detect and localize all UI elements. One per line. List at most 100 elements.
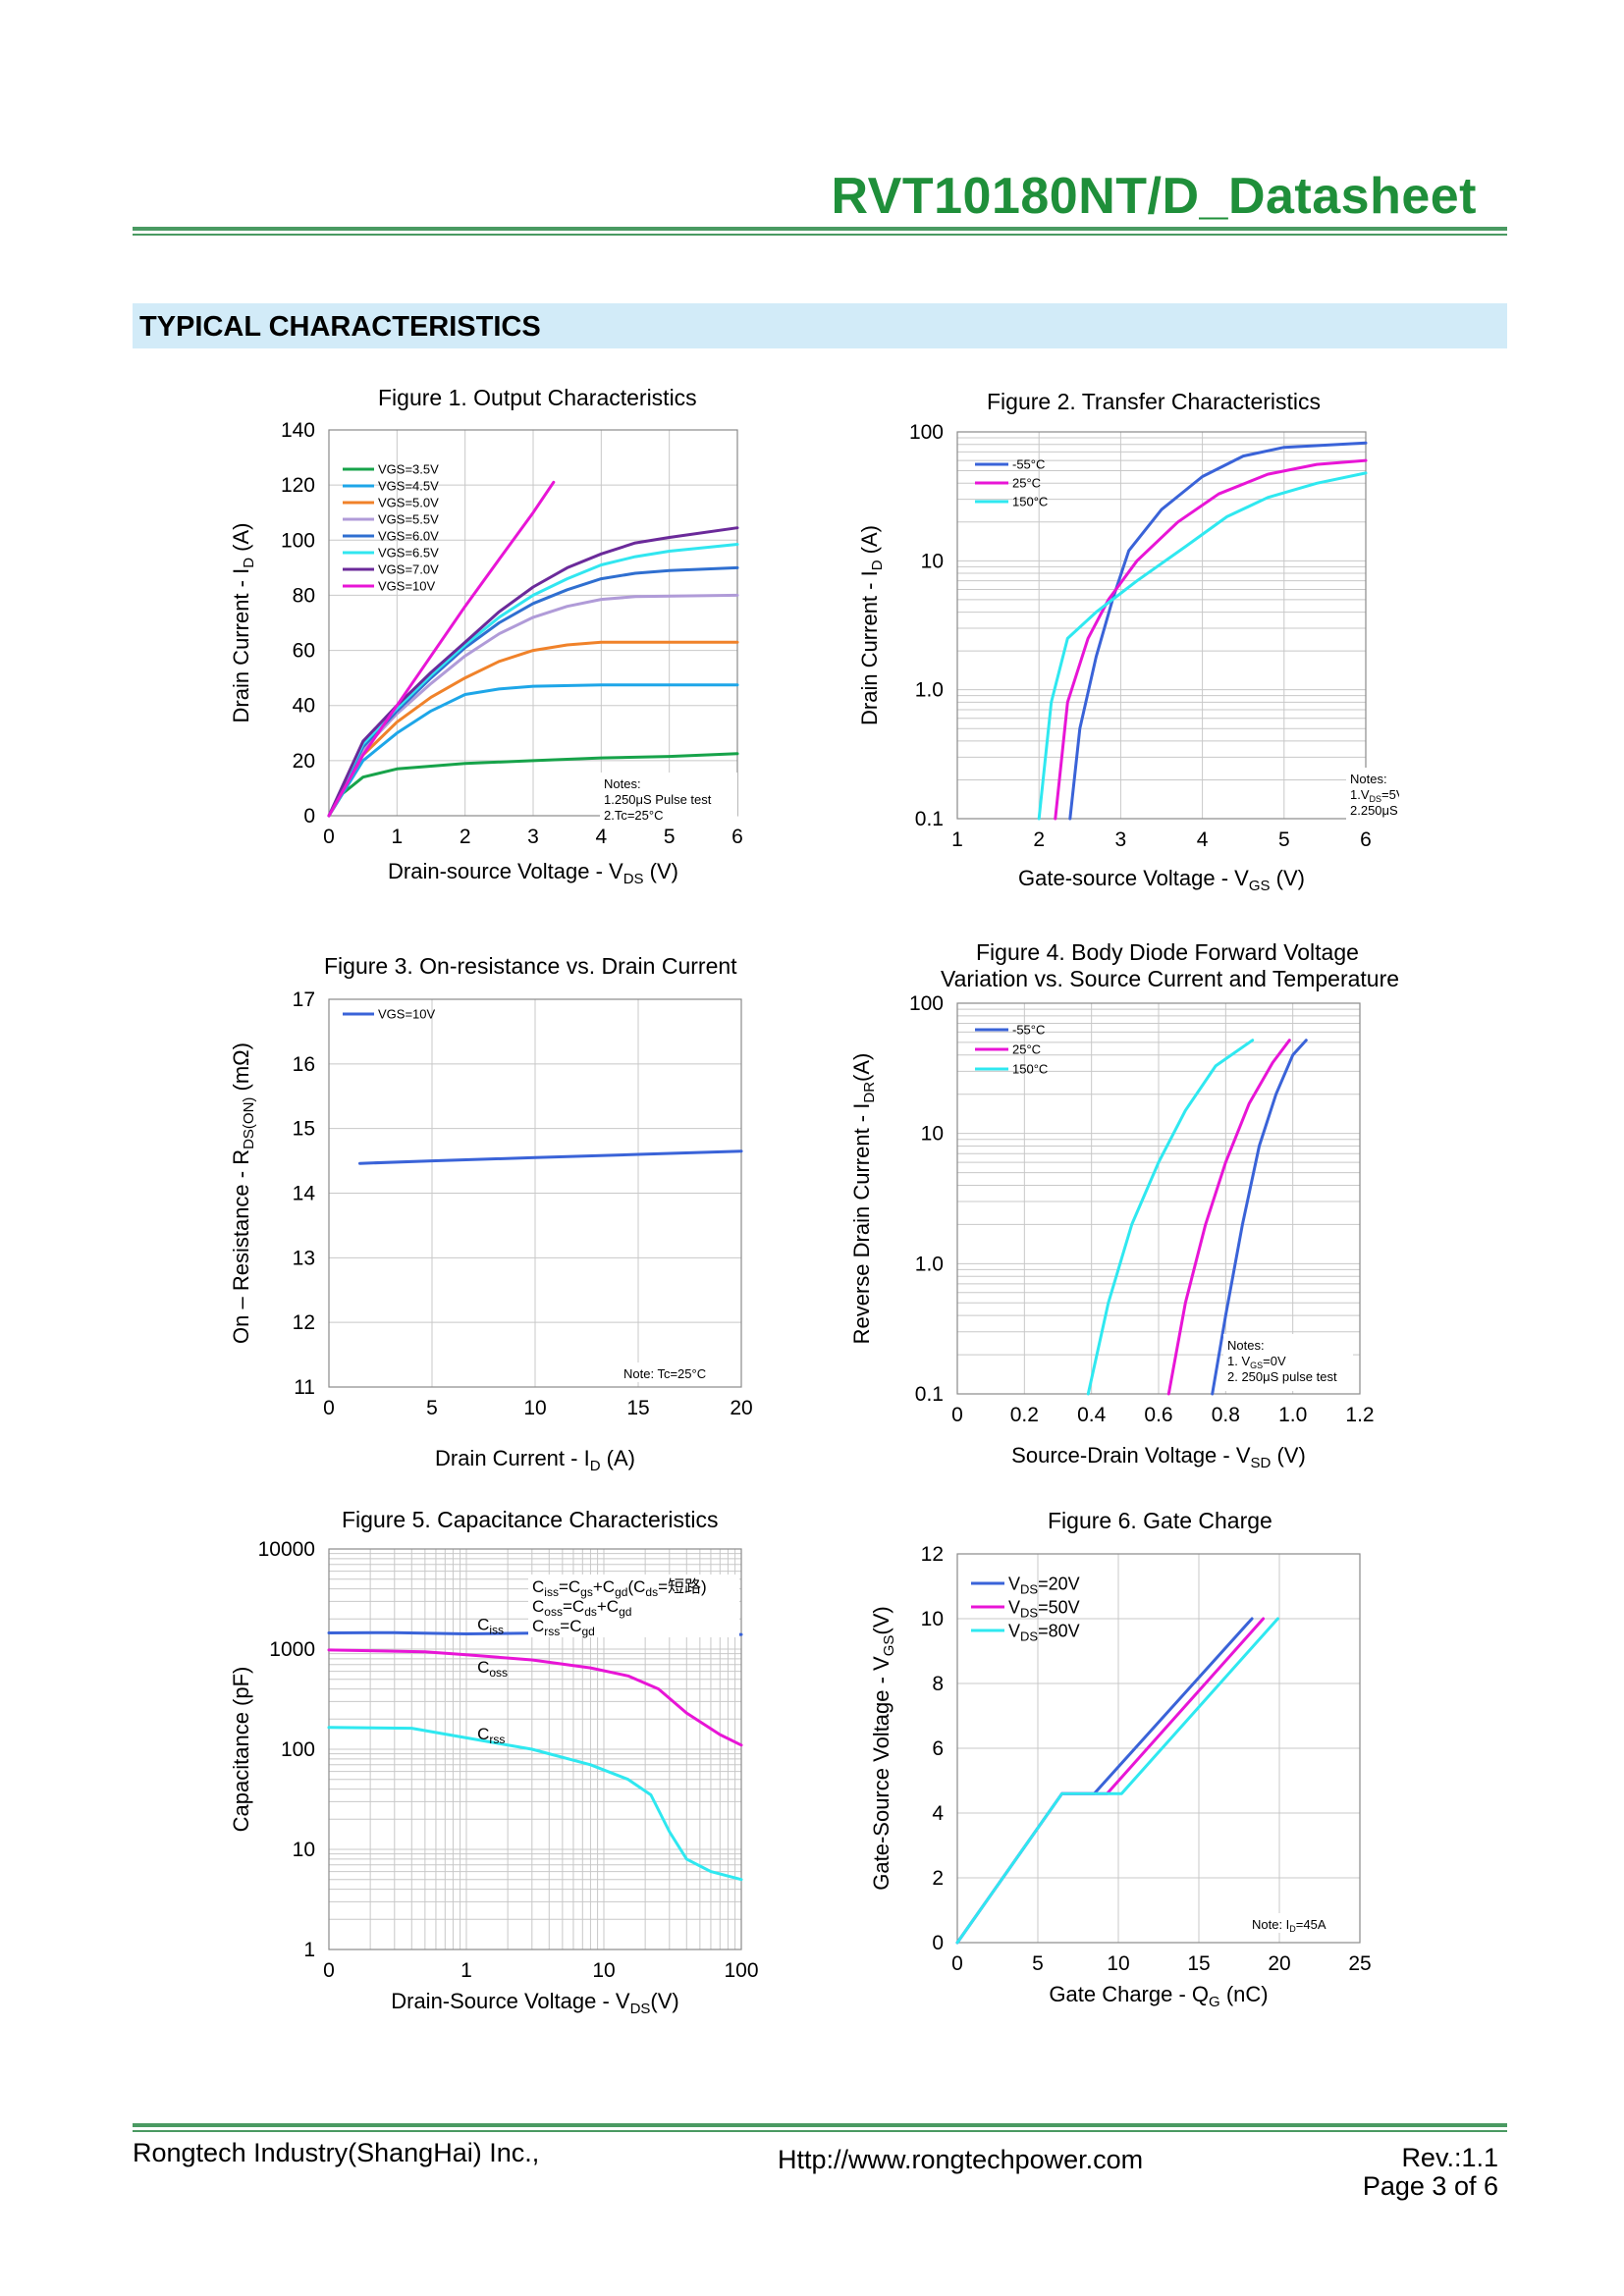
x-axis-label: Gate Charge - QG​ (nC) <box>1049 1982 1268 2010</box>
series-line-4 <box>327 565 739 818</box>
y-tick-label: 10 <box>293 1839 315 1861</box>
series-line-0 <box>1068 441 1368 821</box>
x-tick-label: 2 <box>460 826 471 848</box>
legend-label: VGS=10V <box>378 1007 436 1022</box>
y-tick-label: 100 <box>909 992 944 1015</box>
series-line-0 <box>358 1149 743 1165</box>
y-tick-label: 1000 <box>269 1638 315 1661</box>
x-tick-label: 1 <box>951 828 963 851</box>
x-tick-label: 20 <box>730 1397 752 1419</box>
x-tick-label: 10 <box>1107 1952 1129 1975</box>
plot-frame <box>956 431 1367 820</box>
note-text: 2.Tc=25°C <box>604 808 663 823</box>
curve-label: Coss​ <box>477 1658 508 1680</box>
y-tick-label: 100 <box>909 421 944 444</box>
x-axis-label: Drain-source Voltage - VDS​ (V) <box>388 859 678 887</box>
x-tick-label: 0 <box>323 826 335 848</box>
y-axis-label: Drain Current - ID​ (A) <box>857 525 886 725</box>
x-tick-label: 5 <box>1032 1952 1044 1975</box>
curve-label: Ciss​ <box>477 1616 504 1637</box>
footer-url[interactable]: Http://www.rongtechpower.com <box>778 2145 1144 2174</box>
y-tick-label: 80 <box>293 584 315 607</box>
y-tick-label: 11 <box>294 1376 315 1399</box>
note-text: 2. 250μS pulse test <box>1227 1369 1337 1384</box>
y-tick-label: 100 <box>281 1738 315 1761</box>
notes-bg <box>600 773 737 828</box>
notes-bg <box>1248 1913 1346 1933</box>
series-line-1 <box>1166 1039 1291 1396</box>
fig3-chart: 0 5 10 15 20 11 12 13 14 15 16 17 Drain Current - ID… <box>229 988 753 1474</box>
legend-label: -55°C <box>1012 457 1045 472</box>
x-tick-label: 0.6 <box>1144 1404 1172 1426</box>
series-line-7 <box>327 480 556 818</box>
notes-bg <box>1346 768 1399 825</box>
plot-frame <box>328 429 738 817</box>
y-tick-label: 60 <box>293 640 315 663</box>
plot-frame <box>956 1002 1361 1395</box>
fig5-title: Figure 5. Capacitance Characteristics <box>342 1507 719 1532</box>
legend-label: VGS=7.0V <box>378 562 439 577</box>
note-text: 1.VDS​=5V <box>1350 787 1399 804</box>
x-axis-label: Drain Current - ID​ (A) <box>435 1446 635 1474</box>
x-tick-label: 15 <box>626 1397 649 1419</box>
x-tick-label: 3 <box>527 826 539 848</box>
x-tick-label: 2 <box>1033 828 1045 851</box>
series-line-2 <box>1037 471 1368 821</box>
x-tick-label: 100 <box>724 1959 758 1982</box>
fig6-chart: 0 5 10 15 20 25 0 2 4 6 8 10 12 Gate Charge - QG​ (nC… <box>869 1543 1372 2010</box>
y-tick-label: 12 <box>293 1311 315 1334</box>
x-tick-label: 20 <box>1268 1952 1290 1975</box>
x-tick-label: 5 <box>1278 828 1290 851</box>
notes-bg <box>620 1362 737 1382</box>
note-text: Notes: <box>604 776 641 791</box>
y-tick-label: 10000 <box>258 1538 315 1561</box>
legend-label: VDS​=80V <box>1008 1621 1080 1643</box>
y-tick-label: 10 <box>921 1608 944 1630</box>
section-title: TYPICAL CHARACTERISTICS <box>139 311 541 343</box>
legend-label: 25°C <box>1012 1042 1041 1057</box>
plot-frame <box>328 1548 742 1950</box>
y-tick-label: 13 <box>293 1247 315 1269</box>
x-tick-label: 3 <box>1115 828 1127 851</box>
fig4-chart: 0 0.2 0.4 0.6 0.8 1.0 1.2 0.1 1.0 10 100 Source-Dra… <box>849 992 1375 1471</box>
plot-frame <box>328 998 742 1388</box>
note-text: Notes: <box>1350 772 1387 786</box>
legend-label: VGS=5.0V <box>378 496 439 510</box>
y-tick-label: 17 <box>293 988 315 1011</box>
y-axis-label: Drain Current - ID​ (A) <box>229 522 257 722</box>
y-tick-label: 0 <box>303 805 315 828</box>
y-tick-label: 0 <box>932 1932 944 1954</box>
y-tick-label: 14 <box>293 1183 316 1205</box>
series-line-3 <box>327 593 739 818</box>
legend-label: VGS=6.0V <box>378 529 439 544</box>
x-tick-label: 0 <box>323 1959 335 1982</box>
fig4-subtitle: Variation vs. Source Current and Tempera… <box>941 966 1400 991</box>
legend-label: VGS=4.5V <box>378 479 439 494</box>
curve-label: Crss​ <box>477 1725 505 1746</box>
x-tick-label: 0 <box>951 1404 963 1426</box>
header-rule-thin <box>133 234 1507 236</box>
x-tick-label: 1.2 <box>1345 1404 1374 1426</box>
y-tick-label: 1.0 <box>915 679 944 702</box>
section-bar <box>133 303 1507 348</box>
legend-label: 150°C <box>1012 495 1048 509</box>
x-axis-label: Gate-source Voltage - VGS​ (V) <box>1018 866 1305 894</box>
series-line-0 <box>327 752 739 818</box>
legend-label: VGS=10V <box>378 579 436 594</box>
x-tick-label: 15 <box>1187 1952 1210 1975</box>
footer-rule <box>133 2123 1507 2127</box>
y-tick-label: 6 <box>932 1737 944 1760</box>
note-text: Notes: <box>1227 1338 1265 1353</box>
equation-text: Ciss​=Cgs​+Cgd​(Cds​=短路) <box>532 1577 707 1599</box>
y-tick-label: 15 <box>293 1118 315 1141</box>
series-line-2 <box>1086 1039 1255 1396</box>
y-tick-label: 8 <box>932 1673 944 1695</box>
series-line-2 <box>327 1726 743 1882</box>
equation-bg <box>528 1575 739 1637</box>
y-tick-label: 10 <box>921 1123 944 1146</box>
notes-bg <box>1223 1334 1353 1391</box>
fig2-title: Figure 2. Transfer Characteristics <box>987 389 1322 414</box>
series-line-1 <box>327 683 739 818</box>
series-line-1 <box>1054 458 1368 821</box>
